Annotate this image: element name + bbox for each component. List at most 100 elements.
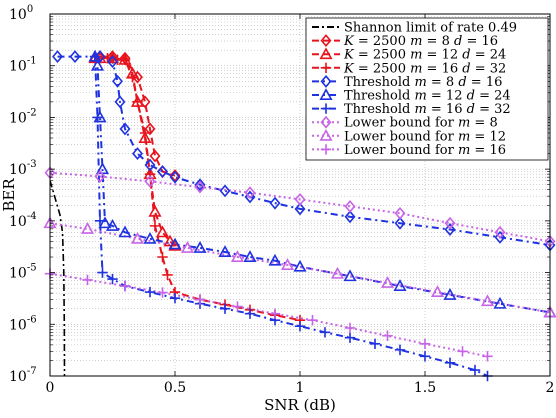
data-point-series-5	[52, 50, 63, 64]
data-point-series-9	[430, 285, 445, 298]
data-point-series-10	[119, 280, 131, 292]
data-point-series-4	[149, 220, 161, 232]
y-axis-label: BER	[0, 178, 18, 212]
data-point-series-8	[294, 192, 306, 206]
data-point-series-5	[219, 184, 231, 198]
data-point-series-6	[98, 216, 112, 229]
data-point-series-7	[394, 344, 406, 356]
data-markers	[43, 49, 556, 382]
data-point-series-8	[194, 180, 206, 194]
data-point-series-7	[319, 327, 331, 338]
data-point-series-5	[114, 95, 126, 109]
data-point-series-5	[494, 230, 506, 244]
data-point-series-2	[169, 169, 181, 183]
data-point-series-7	[419, 351, 431, 362]
data-point-series-8	[144, 174, 156, 188]
data-point-series-9	[230, 250, 245, 262]
data-point-series-4	[132, 96, 143, 108]
data-point-series-4	[119, 54, 131, 66]
series-line-8	[50, 171, 550, 243]
legend-box	[305, 17, 549, 161]
data-point-series-10	[344, 322, 356, 334]
legend-entry-8: Lower bound for m = 8	[344, 116, 498, 131]
data-point-series-8	[94, 170, 106, 183]
legend-marker-3	[319, 47, 333, 60]
data-point-series-9	[380, 276, 395, 288]
data-point-series-5	[119, 122, 131, 136]
data-point-series-7	[244, 308, 256, 319]
data-point-series-8	[444, 216, 456, 230]
data-point-series-5	[144, 158, 156, 172]
data-point-series-7	[294, 320, 306, 332]
data-point-series-3	[163, 234, 177, 247]
y-tick-label: 10-6	[9, 314, 37, 333]
y-tick-label: 100	[9, 4, 33, 23]
y-tick-label: 10-2	[9, 107, 37, 126]
data-point-series-9	[480, 294, 495, 307]
data-point-series-3	[138, 131, 152, 143]
data-point-series-5	[69, 50, 81, 64]
y-tick-label: 10-4	[9, 211, 37, 230]
x-axis-label: SNR (dB)	[264, 396, 336, 414]
legend-marker-2	[320, 34, 332, 48]
x-tick-label: 1	[296, 380, 305, 396]
data-point-series-6	[243, 250, 257, 262]
legend-marker-8	[320, 115, 332, 129]
data-point-series-7	[97, 267, 108, 278]
data-point-series-6	[493, 296, 507, 309]
data-point-series-5	[194, 178, 206, 192]
data-point-series-7	[469, 364, 481, 376]
data-point-series-4	[127, 71, 138, 83]
data-point-series-4	[162, 269, 173, 281]
data-point-series-9	[130, 231, 145, 244]
data-point-series-2	[132, 70, 143, 84]
data-point-series-5	[157, 165, 168, 178]
data-point-series-10	[482, 351, 493, 362]
data-point-series-5	[112, 74, 123, 88]
data-point-series-10	[457, 346, 468, 357]
data-point-series-7	[144, 286, 156, 298]
data-point-series-8	[244, 186, 256, 200]
legend-marker-6	[319, 88, 333, 100]
data-point-series-10	[82, 274, 93, 286]
legend-entry-4: K = 2500 m = 16 d = 32	[343, 61, 506, 76]
data-point-series-10	[232, 301, 243, 312]
data-point-series-10	[307, 314, 318, 326]
legend-entry-1: Shannon limit of rate 0.49	[344, 21, 517, 36]
grid-lines	[50, 14, 550, 376]
data-point-series-6	[218, 245, 232, 257]
legend-entry-6: Threshold m = 12 d = 24	[344, 89, 511, 104]
data-point-series-3	[155, 225, 170, 238]
legend-marker-5	[320, 74, 332, 88]
data-point-series-7	[89, 51, 101, 62]
data-point-series-5	[344, 210, 356, 224]
data-point-series-2	[144, 122, 156, 136]
legend-entry-9: Lower bound for m = 12	[344, 129, 506, 144]
x-tick-label: 1.5	[414, 380, 436, 396]
legend-entry-7: Threshold m = 16 d = 32	[344, 102, 511, 117]
data-point-series-7	[219, 303, 231, 314]
data-point-series-9	[330, 266, 345, 279]
legend-entry-10: Lower bound for m = 16	[344, 143, 506, 158]
data-point-series-5	[444, 223, 456, 236]
data-point-series-6	[268, 253, 282, 266]
x-tick-label: 0.5	[164, 380, 186, 396]
data-point-series-7	[344, 332, 356, 343]
data-point-series-7	[94, 215, 106, 227]
data-point-series-6	[443, 288, 457, 300]
data-point-series-5	[269, 196, 281, 210]
data-point-series-7	[107, 273, 118, 285]
data-point-series-7	[444, 357, 456, 368]
data-point-series-2	[139, 95, 151, 109]
data-point-series-9	[280, 258, 295, 270]
data-point-series-6	[343, 269, 357, 282]
data-point-series-5	[132, 147, 143, 161]
legend-marker-4	[320, 62, 332, 73]
legend-entry-2: K = 2500 m = 8 d = 16	[343, 34, 498, 49]
legend: Shannon limit of rate 0.49K = 2500 m = 8…	[305, 17, 549, 161]
y-tick-label: 10-1	[9, 56, 37, 75]
data-point-series-10	[269, 308, 281, 319]
data-point-series-8	[394, 206, 406, 220]
legend-marker-9	[319, 128, 333, 141]
data-point-series-3	[148, 204, 162, 217]
